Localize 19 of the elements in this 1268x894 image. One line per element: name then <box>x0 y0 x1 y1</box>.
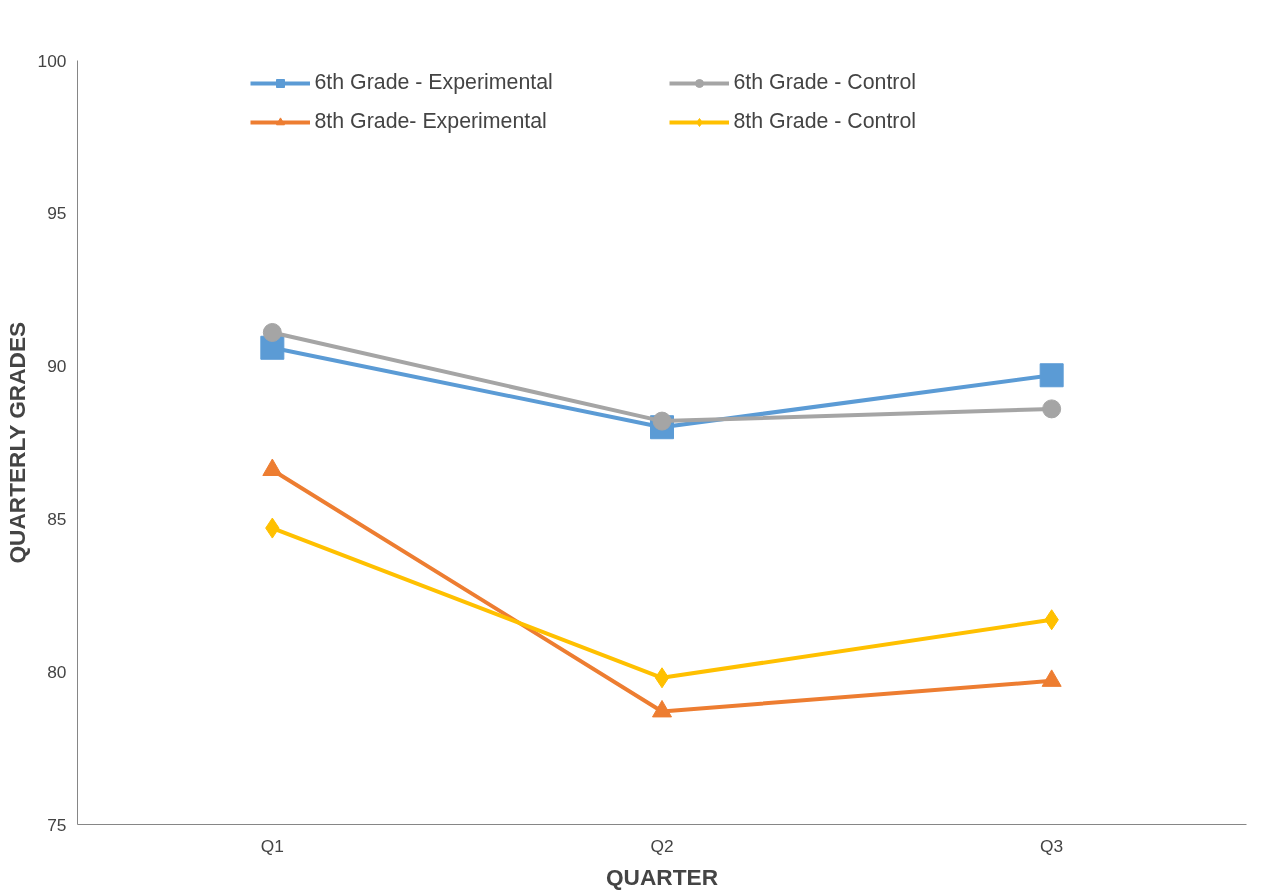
y-tick-label: 85 <box>47 508 67 529</box>
y-tick-label: 80 <box>47 661 67 682</box>
x-tick-label: Q1 <box>260 835 284 856</box>
x-axis-title: QUARTER <box>605 863 719 890</box>
legend-label: 6th Grade - Experimental <box>314 70 554 95</box>
point <box>654 667 670 689</box>
point <box>1042 399 1062 419</box>
point <box>1039 363 1064 388</box>
point <box>262 323 282 342</box>
x-tick-label: Q3 <box>1040 835 1064 856</box>
legend-label: 8th Grade- Experimental <box>314 109 548 134</box>
x-tick-label: Q2 <box>650 835 674 856</box>
y-tick-label: 95 <box>47 203 67 224</box>
legend-label: 8th Grade - Control <box>733 109 918 134</box>
y-tick-label: 100 <box>37 50 67 71</box>
y-tick-label: 90 <box>47 356 67 377</box>
y-axis-title: QUARTERLY GRADES <box>3 321 30 564</box>
y-tick-label: 75 <box>47 814 67 835</box>
legend-label: 6th Grade - Control <box>733 70 918 95</box>
